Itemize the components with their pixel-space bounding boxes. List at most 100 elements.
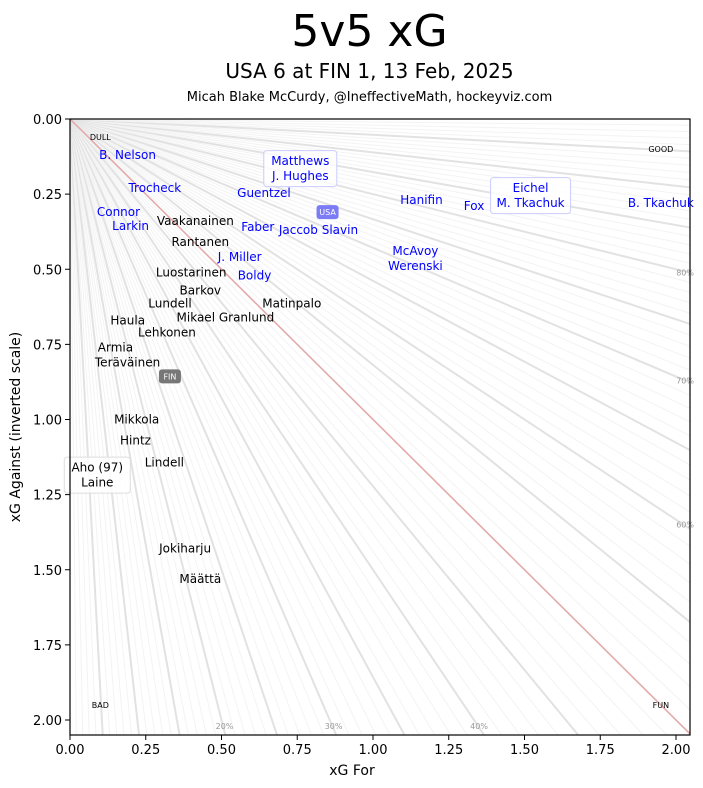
x-tick-label: 2.00 (662, 743, 691, 758)
player-label: Jaccob Slavin (278, 223, 358, 237)
player-name: Faber (241, 220, 274, 234)
ray-label: 70% (676, 376, 694, 385)
player-name: Hintz (120, 434, 151, 448)
ray-12-pct (70, 119, 156, 735)
ray-57-pct (70, 119, 690, 584)
player-name: Eichel (513, 181, 549, 195)
ray-67-pct (70, 119, 690, 423)
x-axis-label: xG For (329, 763, 375, 779)
player-label: Lehkonen (138, 325, 196, 339)
ray-91-pct (70, 119, 690, 181)
x-tick-label: 0.50 (207, 743, 236, 758)
ray-51-pct (70, 119, 690, 711)
player-name: Mikkola (114, 413, 159, 427)
ray-39-pct (70, 119, 468, 735)
x-tick-label: 0.00 (56, 743, 85, 758)
ray-20-pct (70, 119, 227, 735)
ray-3-pct (70, 119, 90, 735)
ray-26-pct (70, 119, 289, 735)
y-tick-label: 1.50 (33, 564, 62, 579)
y-tick-label: 0.25 (33, 188, 62, 203)
player-name: Lehkonen (138, 325, 196, 339)
ray-73-pct (70, 119, 690, 347)
player-label: B. Nelson (99, 148, 156, 162)
player-label: Werenski (388, 259, 443, 273)
ray-48-pct (70, 119, 644, 735)
ray-96-pct (70, 119, 690, 146)
ray-16-pct (70, 119, 189, 735)
player-label: Määttä (179, 572, 221, 586)
x-tick-label: 0.25 (131, 743, 160, 758)
player-name: Guentzel (237, 186, 291, 200)
ray-25-pct (70, 119, 278, 735)
y-tick-label: 0.75 (33, 338, 62, 353)
player-name: J. Hughes (271, 169, 329, 183)
player-label: Larkin (112, 219, 149, 233)
x-tick-label: 1.25 (434, 743, 463, 758)
ray-98-pct (70, 119, 690, 133)
ray-1-pct (70, 119, 77, 735)
ray-36-pct (70, 119, 420, 735)
ray-69-pct (70, 119, 690, 396)
ray-15-pct (70, 119, 181, 735)
player-name: Matinpalo (262, 296, 321, 310)
player-name: Matthews (271, 154, 329, 168)
y-axis-label: xG Against (inverted scale) (8, 332, 24, 522)
svg-text:USA: USA (319, 208, 336, 217)
player-label: Mikkola (114, 413, 159, 427)
player-label: B. Tkachuk (628, 196, 694, 210)
break-even-line (70, 119, 690, 735)
ray-7-pct (70, 119, 118, 735)
player-name: McAvoy (392, 244, 438, 258)
ray-90-pct (70, 119, 690, 189)
player-label: Vaakanainen (157, 214, 234, 228)
ray-44-pct (70, 119, 559, 735)
ray-9-pct (70, 119, 132, 735)
ray-label: 20% (216, 722, 234, 731)
ray-79-pct (70, 119, 690, 283)
team-badge-fin: FIN (158, 369, 181, 384)
player-label: Lindell (145, 456, 184, 470)
player-label: Jokiharju (158, 542, 211, 556)
ray-34-pct (70, 119, 391, 735)
player-name: B. Nelson (99, 148, 156, 162)
ray-62-pct (70, 119, 690, 497)
y-tick-label: 2.00 (33, 714, 62, 729)
ray-19-pct (70, 119, 217, 735)
player-label: Guentzel (237, 186, 291, 200)
x-tick-label: 1.75 (586, 743, 615, 758)
player-name: Teräväinen (94, 355, 160, 369)
chart-title: 5v5 xG (291, 6, 448, 57)
ray-83-pct (70, 119, 690, 246)
ray-label: 40% (470, 722, 488, 731)
ray-99-pct (70, 119, 690, 126)
ray-75-pct (70, 119, 690, 326)
player-label: Lundell (148, 296, 191, 310)
ray-80-pct (70, 119, 690, 274)
player-name: Rantanen (171, 235, 229, 249)
ray-23-pct (70, 119, 257, 735)
percentage-rays (70, 119, 690, 735)
ray-41-pct (70, 119, 503, 735)
player-name: Lundell (148, 296, 191, 310)
team-badge-usa: USA (316, 205, 339, 220)
ray-35-pct (70, 119, 406, 735)
plot-frame (69, 118, 691, 736)
player-name: Larkin (112, 219, 149, 233)
player-name: Luostarinen (156, 265, 227, 279)
player-name: Armia (98, 340, 133, 354)
ray-66-pct (70, 119, 690, 437)
ray-45-pct (70, 119, 579, 735)
ray-30-pct (70, 119, 338, 735)
ray-29-pct (70, 119, 325, 735)
ray-97-pct (70, 119, 690, 139)
ray-72-pct (70, 119, 690, 359)
ray-60-pct (70, 119, 690, 531)
corner-label-top_right: GOOD (648, 145, 673, 154)
ray-61-pct (70, 119, 690, 513)
player-label: McAvoy (392, 244, 438, 258)
ray-10-pct (70, 119, 141, 735)
ray-33-pct (70, 119, 377, 735)
ray-6-pct (70, 119, 111, 735)
